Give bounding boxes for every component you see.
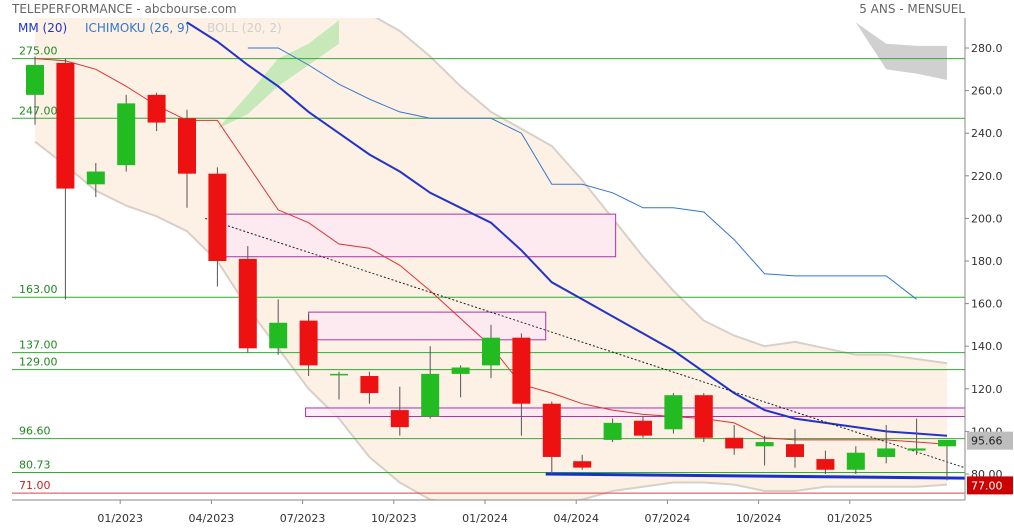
legend-mm[interactable]: MM (20): [18, 21, 68, 35]
x-tick-label-8: 01/2025: [827, 512, 873, 525]
candle-body-20: [634, 420, 652, 436]
candle-body-8: [269, 322, 288, 349]
candle-body-6: [208, 173, 227, 261]
candle-body-25: [786, 444, 804, 457]
y-tick-label-7: 140.0: [971, 340, 1003, 353]
candle-body-19: [603, 422, 622, 440]
candle-body-7: [238, 258, 257, 349]
candle-body-0: [26, 65, 44, 95]
candle-body-3: [117, 103, 136, 166]
bollinger-upper-line: [374, 18, 948, 365]
trendline-1: [545, 472, 965, 480]
zone-rect-0: [222, 213, 617, 258]
level-label-5: 96.60: [19, 425, 51, 438]
candle-body-5: [178, 118, 196, 174]
x-tick-label-3: 10/2023: [371, 512, 417, 525]
chart-period: 5 ANS - MENSUEL: [859, 2, 965, 16]
candle-body-21: [664, 395, 683, 430]
y-tick-label-0: 280.0: [971, 42, 1003, 55]
legend-boll[interactable]: BOLL (20, 2): [207, 21, 282, 35]
candle-body-11: [360, 376, 379, 394]
last-price-label: 95.66: [971, 435, 1003, 448]
kijun-line: [247, 47, 917, 300]
candle-body-23: [725, 437, 744, 449]
candle-body-30: [938, 439, 956, 447]
candle-body-15: [482, 337, 500, 366]
level-label-2: 163.00: [19, 283, 58, 296]
level-label-4: 129.00: [19, 356, 58, 369]
x-tick-label-7: 10/2024: [736, 512, 782, 525]
candle-body-29: [907, 448, 926, 451]
legend-ichimoku[interactable]: ICHIMOKU (26, 9): [84, 21, 190, 35]
candle-body-27: [846, 452, 865, 470]
level-label-1: 247.00: [19, 104, 58, 117]
ichimoku-cloud-grey: [855, 22, 947, 80]
bollinger-lower-line: [34, 140, 948, 500]
bollinger-band-fill: [35, 18, 947, 500]
candle-body-28: [877, 448, 896, 457]
candle-body-2: [86, 171, 105, 185]
candle-body-17: [542, 403, 561, 457]
candle-body-22: [694, 395, 713, 438]
y-tick-label-3: 220.0: [971, 170, 1003, 183]
candle-body-18: [573, 461, 592, 468]
candle-body-14: [451, 367, 470, 374]
indicator-legend: MM (20) ICHIMOKU (26, 9) BOLL (20, 2): [18, 21, 296, 35]
y-tick-label-8: 120.0: [971, 383, 1003, 396]
candle-body-16: [512, 337, 531, 404]
y-tick-label-2: 240.0: [971, 127, 1003, 140]
x-tick-label-2: 07/2023: [280, 512, 326, 525]
y-tick-label-6: 160.0: [971, 298, 1003, 311]
chart-title: TELEPERFORMANCE - abcbourse.com: [12, 2, 237, 16]
alert-price-label: 77.00: [971, 479, 1003, 492]
x-tick-label-5: 04/2024: [553, 512, 599, 525]
x-tick-label-1: 04/2023: [189, 512, 235, 525]
x-tick-label-4: 01/2024: [462, 512, 508, 525]
candle-body-13: [421, 373, 440, 417]
x-tick-label-6: 07/2024: [645, 512, 691, 525]
candle-body-26: [816, 459, 835, 470]
trendline-0: [205, 217, 965, 469]
candle-body-10: [330, 373, 348, 376]
alert-price-badge: [967, 476, 1013, 495]
ichimoku-cloud-green: [217, 20, 339, 129]
candle-body-9: [299, 320, 318, 366]
level-label-3: 137.00: [19, 339, 58, 352]
y-tick-label-5: 180.0: [971, 255, 1003, 268]
level-label-0: 275.00: [19, 45, 58, 58]
plot-area: [12, 18, 965, 500]
y-tick-label-4: 200.0: [971, 212, 1003, 225]
zone-rect-2: [305, 407, 965, 417]
level-label-7: 71.00: [19, 479, 51, 492]
y-tick-label-1: 260.0: [971, 85, 1003, 98]
candle-body-24: [755, 442, 774, 447]
candle-body-1: [56, 62, 75, 189]
last-price-badge: [967, 431, 1013, 450]
tenkan-line: [186, 21, 948, 437]
x-tick-label-0: 01/2023: [97, 512, 143, 525]
level-label-6: 80.73: [19, 458, 51, 471]
candle-body-4: [147, 94, 166, 123]
candle-body-12: [390, 410, 409, 428]
zone-rect-1: [308, 311, 547, 341]
